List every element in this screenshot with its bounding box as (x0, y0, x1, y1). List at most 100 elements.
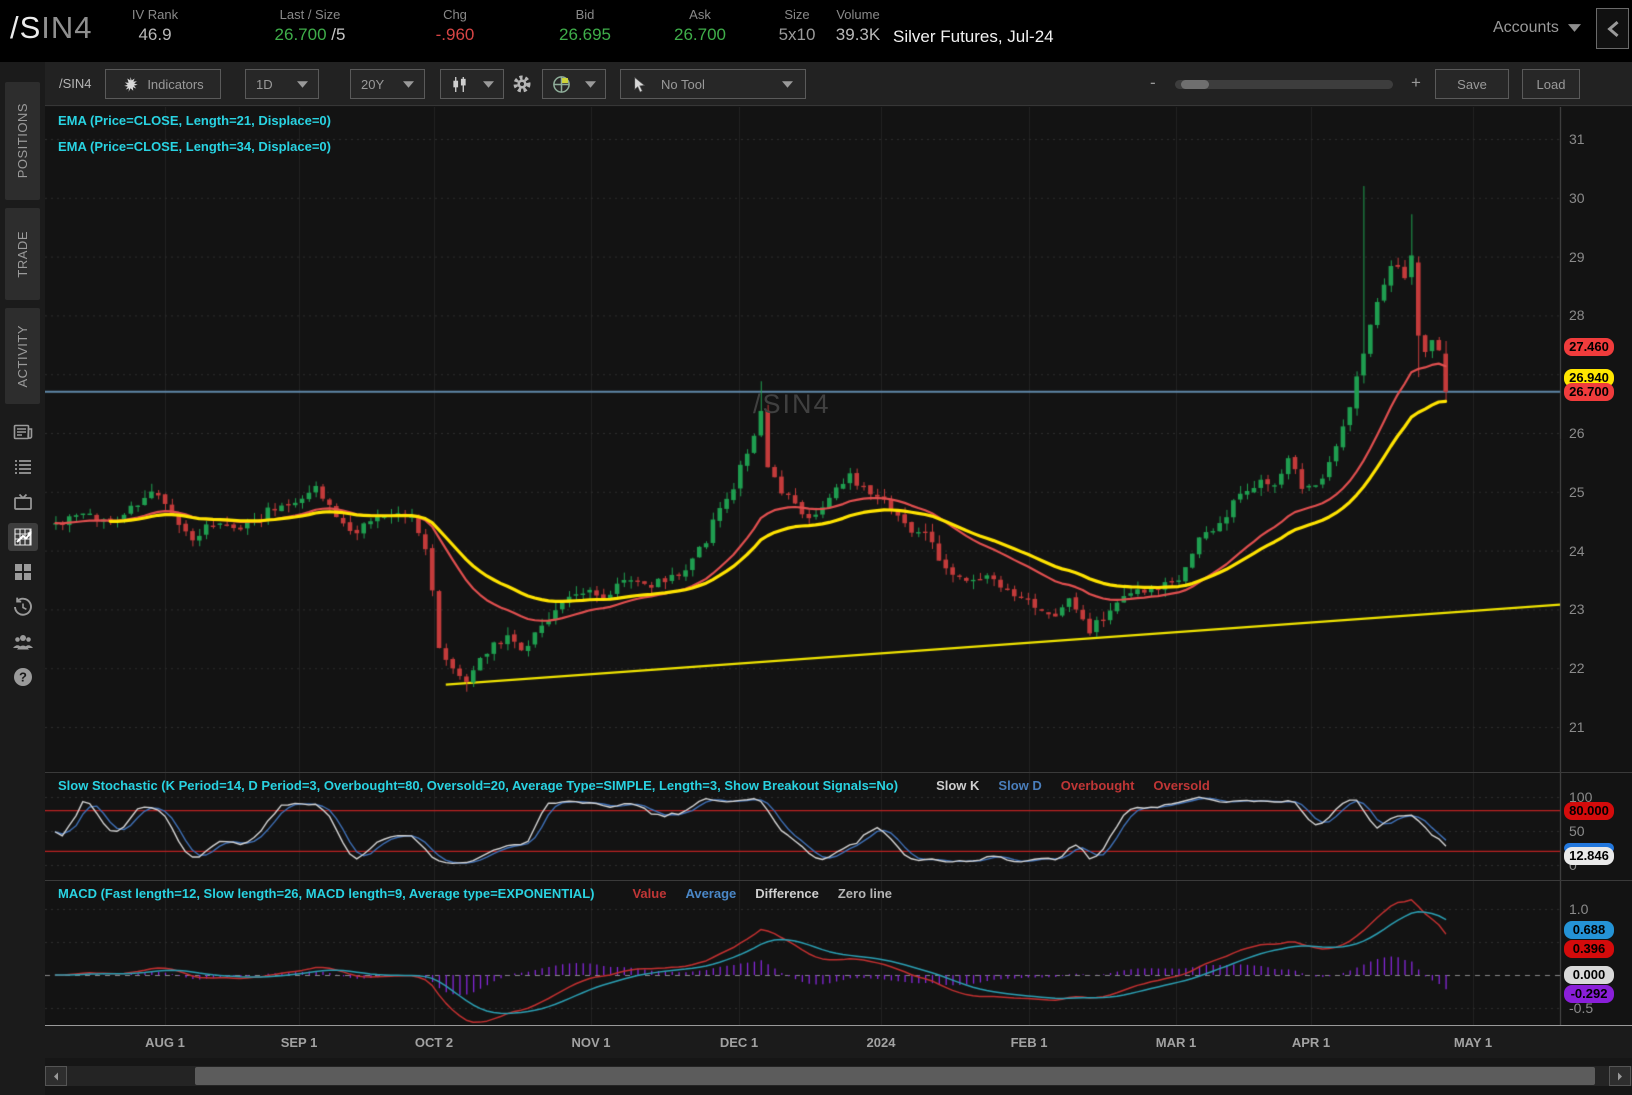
quote-field-bid: Bid 26.695 (559, 7, 611, 45)
sidebar-tab-label: ACTIVITY (15, 324, 30, 388)
quote-field-label: Ask (689, 7, 711, 22)
quote-field-label: Size (784, 7, 810, 22)
sidebar-icon-stack: ? (0, 418, 45, 691)
time-axis: AUG 1 SEP 1 OCT 2 NOV 1 DEC 1 2024 FEB 1 MAR 1 A… (45, 1025, 1632, 1058)
legend-item-value: Value (632, 886, 667, 901)
chevron-left-icon (1606, 20, 1619, 37)
quote-field-size: Size 5x10 (779, 7, 816, 45)
scroll-left-button[interactable] (45, 1066, 67, 1086)
timeframe-value: 1D (256, 76, 273, 92)
chevron-down-icon (1567, 24, 1581, 32)
stochastic-axis-tick: 100 (1569, 789, 1593, 805)
sidebar-history-icon[interactable] (8, 593, 38, 621)
range-dropdown[interactable]: 20Y (350, 69, 425, 99)
sidebar-tab-activity[interactable]: ACTIVITY (5, 308, 40, 404)
price-axis-tick: 24 (1569, 542, 1585, 559)
quote-field-label: Volume (836, 7, 880, 22)
toolbar-symbol: /SIN4 (59, 76, 92, 91)
drawing-tool-value: No Tool (661, 76, 705, 92)
load-button[interactable]: Load (1522, 69, 1580, 99)
quote-field-iv-rank: IV Rank 46.9 (132, 7, 178, 45)
quote-field-value: 26.695 (559, 25, 611, 44)
quote-field-value: -.960 (435, 25, 475, 44)
zoom-slider-thumb[interactable] (1181, 80, 1209, 89)
legend-item-oversold: Oversold (1153, 778, 1210, 793)
stochastic-axis-badge: 12.846 (1564, 847, 1614, 866)
quote-field-volume: Volume 39.3K (836, 7, 880, 45)
chevron-down-icon (403, 80, 414, 88)
candlestick-icon (450, 76, 469, 93)
zoom-in-button[interactable]: + (1411, 73, 1421, 92)
stochastic-panel: Slow Stochastic (K Period=14, D Period=3… (45, 772, 1632, 880)
quote-field-chg: Chg -.960 (436, 7, 475, 45)
macd-axis-badge: -0.292 (1564, 985, 1614, 1004)
collapse-panel-button[interactable] (1596, 8, 1629, 49)
legend-item-overbought: Overbought (1060, 778, 1135, 793)
sidebar-people-icon[interactable] (8, 628, 38, 656)
price-chart-canvas[interactable] (45, 107, 1632, 772)
time-axis-label: MAR 1 (1155, 1035, 1197, 1050)
accounts-label: Accounts (1493, 19, 1559, 36)
quote-field-last-size: Last / Size 26.700 /5 (275, 7, 346, 45)
drawing-tool-dropdown[interactable]: No Tool (620, 69, 806, 99)
timeframe-dropdown[interactable]: 1D (245, 69, 319, 99)
price-axis-tick: 21 (1569, 719, 1585, 735)
chevron-down-icon (585, 80, 596, 88)
indicators-icon (122, 76, 139, 93)
sidebar-help-icon[interactable]: ? (8, 663, 38, 691)
quote-field-value: 5x10 (778, 25, 816, 44)
sidebar-grid-icon[interactable] (8, 558, 38, 586)
ema21-study-label[interactable]: EMA (Price=CLOSE, Length=21, Displace=0) (58, 113, 331, 128)
ema34-study-label[interactable]: EMA (Price=CLOSE, Length=34, Displace=0) (58, 139, 331, 154)
sidebar-news-icon[interactable] (8, 418, 38, 446)
macd-axis-tick: -0.5 (1569, 1000, 1594, 1016)
save-button[interactable]: Save (1435, 69, 1509, 99)
instrument-description: Silver Futures, Jul-24 (893, 27, 1054, 46)
indicators-button[interactable]: Indicators (105, 69, 221, 99)
layout-dropdown[interactable] (542, 69, 606, 99)
legend-item-zero-line: Zero line (837, 886, 893, 901)
scroll-right-button[interactable] (1609, 1066, 1631, 1086)
macd-canvas[interactable] (45, 881, 1632, 1025)
cursor-icon (633, 76, 647, 93)
price-axis-tick: 22 (1569, 660, 1585, 677)
zoom-slider[interactable] (1175, 80, 1393, 89)
quote-field-label: Last / Size (279, 7, 341, 22)
stochastic-canvas[interactable] (45, 773, 1632, 880)
time-axis-label: MAY 1 (1453, 1035, 1493, 1050)
time-axis-label: APR 1 (1291, 1035, 1331, 1050)
macd-study-label[interactable]: MACD (Fast length=12, Slow length=26, MA… (58, 886, 595, 901)
indicators-label: Indicators (147, 76, 204, 92)
price-axis-tick: 30 (1569, 189, 1585, 206)
zoom-out-button[interactable]: - (1150, 73, 1156, 92)
chevron-down-icon (782, 80, 793, 88)
horizontal-scrollbar[interactable] (45, 1066, 1632, 1086)
chart-type-dropdown[interactable] (440, 69, 504, 99)
chart-workspace: /SIN4 Indicators 1D 20Y No Tool (45, 62, 1632, 1095)
sidebar-tab-positions[interactable]: POSITIONS (5, 82, 40, 200)
settings-button[interactable] (508, 69, 536, 99)
legend-item-difference: Difference (755, 886, 819, 901)
price-chart-panel: EMA (Price=CLOSE, Length=21, Displace=0)… (45, 107, 1632, 772)
price-axis-badge: 26.700 (1564, 382, 1614, 401)
scrollbar-thumb[interactable] (195, 1067, 1595, 1085)
price-axis-badge: 26.940 (1564, 368, 1614, 387)
left-sidebar: POSITIONS TRADE ACTIVITY ? (0, 62, 45, 1095)
sidebar-tab-trade[interactable]: TRADE (5, 208, 40, 300)
quote-field-suffix: /5 (326, 25, 346, 44)
stochastic-study-label[interactable]: Slow Stochastic (K Period=14, D Period=3… (58, 778, 899, 793)
sidebar-tv-icon[interactable] (8, 488, 38, 516)
gear-icon (512, 74, 532, 94)
sidebar-chart-icon[interactable] (7, 523, 38, 551)
price-axis-badge: 27.460 (1564, 338, 1614, 357)
sidebar-ledger-icon[interactable] (8, 453, 38, 481)
chevron-down-icon (297, 80, 308, 88)
quote-field-label: IV Rank (131, 7, 179, 22)
accounts-dropdown[interactable]: Accounts (1493, 19, 1581, 37)
quadrant-icon (552, 75, 571, 94)
price-axis-tick: 28 (1569, 307, 1585, 324)
price-axis-tick: 26 (1569, 425, 1585, 441)
macd-axis-badge: 0.396 (1564, 939, 1614, 958)
svg-text:?: ? (19, 670, 27, 685)
quote-field-value: 46.9 (138, 25, 172, 44)
